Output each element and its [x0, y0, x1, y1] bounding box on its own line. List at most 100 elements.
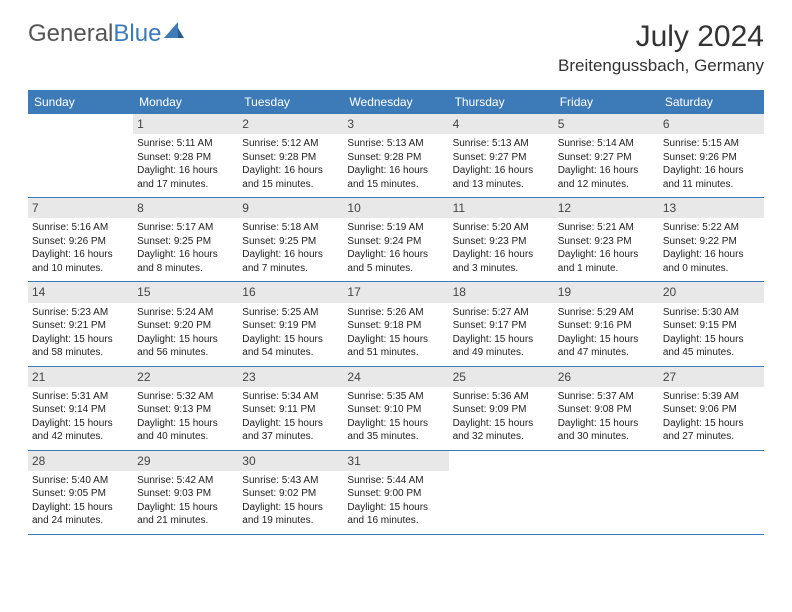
- day-number: 14: [28, 282, 133, 302]
- day-number: 30: [238, 451, 343, 471]
- day-cell: [659, 450, 764, 534]
- daylight-text: Daylight: 15 hours and 45 minutes.: [663, 333, 760, 360]
- day-cell: 21Sunrise: 5:31 AMSunset: 9:14 PMDayligh…: [28, 366, 133, 450]
- sunset-text: Sunset: 9:24 PM: [347, 235, 444, 249]
- week-row: 28Sunrise: 5:40 AMSunset: 9:05 PMDayligh…: [28, 450, 764, 534]
- calendar-page: GeneralBlue July 2024 Breitengussbach, G…: [0, 0, 792, 555]
- day-number: 21: [28, 367, 133, 387]
- day-cell: 12Sunrise: 5:21 AMSunset: 9:23 PMDayligh…: [554, 198, 659, 282]
- day-header: Thursday: [449, 90, 554, 114]
- sunset-text: Sunset: 9:28 PM: [242, 151, 339, 165]
- day-cell: 13Sunrise: 5:22 AMSunset: 9:22 PMDayligh…: [659, 198, 764, 282]
- sunset-text: Sunset: 9:28 PM: [347, 151, 444, 165]
- daylight-text: Daylight: 15 hours and 27 minutes.: [663, 417, 760, 444]
- sunrise-text: Sunrise: 5:16 AM: [32, 221, 129, 235]
- daylight-text: Daylight: 15 hours and 51 minutes.: [347, 333, 444, 360]
- daylight-text: Daylight: 16 hours and 12 minutes.: [558, 164, 655, 191]
- day-number: 28: [28, 451, 133, 471]
- day-cell: 6Sunrise: 5:15 AMSunset: 9:26 PMDaylight…: [659, 114, 764, 198]
- day-cell: 4Sunrise: 5:13 AMSunset: 9:27 PMDaylight…: [449, 114, 554, 198]
- sunrise-text: Sunrise: 5:17 AM: [137, 221, 234, 235]
- sunrise-text: Sunrise: 5:12 AM: [242, 137, 339, 151]
- week-row: 14Sunrise: 5:23 AMSunset: 9:21 PMDayligh…: [28, 282, 764, 366]
- daylight-text: Daylight: 16 hours and 0 minutes.: [663, 248, 760, 275]
- day-number: 27: [659, 367, 764, 387]
- day-cell: 27 Sunrise: 5:39 AMSunset: 9:06 PMDayligh…: [659, 366, 764, 450]
- daylight-text: Daylight: 16 hours and 11 minutes.: [663, 164, 760, 191]
- daylight-text: Daylight: 15 hours and 37 minutes.: [242, 417, 339, 444]
- title-block: July 2024 Breitengussbach, Germany: [558, 20, 764, 76]
- day-cell: 1Sunrise: 5:11 AMSunset: 9:28 PMDaylight…: [133, 114, 238, 198]
- day-number: 9: [238, 198, 343, 218]
- sunset-text: Sunset: 9:17 PM: [453, 319, 550, 333]
- day-number: 13: [659, 198, 764, 218]
- daylight-text: Daylight: 15 hours and 16 minutes.: [347, 501, 444, 528]
- sunrise-text: Sunrise: 5:20 AM: [453, 221, 550, 235]
- day-header: Tuesday: [238, 90, 343, 114]
- day-cell: 9Sunrise: 5:18 AMSunset: 9:25 PMDaylight…: [238, 198, 343, 282]
- week-row: 21Sunrise: 5:31 AMSunset: 9:14 PMDayligh…: [28, 366, 764, 450]
- day-cell: 19Sunrise: 5:29 AMSunset: 9:16 PMDayligh…: [554, 282, 659, 366]
- day-number: 25: [449, 367, 554, 387]
- daylight-text: Daylight: 16 hours and 15 minutes.: [347, 164, 444, 191]
- day-cell: [28, 114, 133, 198]
- sunset-text: Sunset: 9:21 PM: [32, 319, 129, 333]
- sunrise-text: Sunrise: 5:26 AM: [347, 306, 444, 320]
- sunset-text: Sunset: 9:26 PM: [32, 235, 129, 249]
- daylight-text: Daylight: 16 hours and 5 minutes.: [347, 248, 444, 275]
- day-cell: [449, 450, 554, 534]
- sunrise-text: Sunrise: 5:22 AM: [663, 221, 760, 235]
- day-cell: 30Sunrise: 5:43 AMSunset: 9:02 PMDayligh…: [238, 450, 343, 534]
- sunset-text: Sunset: 9:06 PM: [663, 403, 760, 417]
- daylight-text: Daylight: 15 hours and 32 minutes.: [453, 417, 550, 444]
- daylight-text: Daylight: 16 hours and 13 minutes.: [453, 164, 550, 191]
- logo-triangle-icon: [164, 22, 184, 38]
- daylight-text: Daylight: 16 hours and 3 minutes.: [453, 248, 550, 275]
- sunrise-text: Sunrise: 5:30 AM: [663, 306, 760, 320]
- day-number: 16: [238, 282, 343, 302]
- day-number: 2: [238, 114, 343, 134]
- sunrise-text: Sunrise: 5:40 AM: [32, 474, 129, 488]
- day-header: Friday: [554, 90, 659, 114]
- sunrise-text: Sunrise: 5:25 AM: [242, 306, 339, 320]
- day-cell: 7Sunrise: 5:16 AMSunset: 9:26 PMDaylight…: [28, 198, 133, 282]
- logo-word1: General: [28, 20, 113, 48]
- day-number: 22: [133, 367, 238, 387]
- day-number: 5: [554, 114, 659, 134]
- sunrise-text: Sunrise: 5:35 AM: [347, 390, 444, 404]
- day-cell: 2Sunrise: 5:12 AMSunset: 9:28 PMDaylight…: [238, 114, 343, 198]
- daylight-text: Daylight: 15 hours and 40 minutes.: [137, 417, 234, 444]
- daylight-text: Daylight: 15 hours and 24 minutes.: [32, 501, 129, 528]
- daylight-text: Daylight: 16 hours and 7 minutes.: [242, 248, 339, 275]
- week-row: 1Sunrise: 5:11 AMSunset: 9:28 PMDaylight…: [28, 114, 764, 198]
- sunset-text: Sunset: 9:26 PM: [663, 151, 760, 165]
- day-cell: 26Sunrise: 5:37 AMSunset: 9:08 PMDayligh…: [554, 366, 659, 450]
- day-number: 29: [133, 451, 238, 471]
- sunset-text: Sunset: 9:27 PM: [453, 151, 550, 165]
- sunset-text: Sunset: 9:23 PM: [558, 235, 655, 249]
- daylight-text: Daylight: 15 hours and 49 minutes.: [453, 333, 550, 360]
- sunrise-text: Sunrise: 5:39 AM: [663, 390, 760, 404]
- daylight-text: Daylight: 15 hours and 30 minutes.: [558, 417, 655, 444]
- day-cell: 8Sunrise: 5:17 AMSunset: 9:25 PMDaylight…: [133, 198, 238, 282]
- sunset-text: Sunset: 9:03 PM: [137, 487, 234, 501]
- day-cell: 22Sunrise: 5:32 AMSunset: 9:13 PMDayligh…: [133, 366, 238, 450]
- day-header: Saturday: [659, 90, 764, 114]
- day-number: 3: [343, 114, 448, 134]
- day-number: 12: [554, 198, 659, 218]
- sunset-text: Sunset: 9:09 PM: [453, 403, 550, 417]
- day-number: 24: [343, 367, 448, 387]
- sunrise-text: Sunrise: 5:27 AM: [453, 306, 550, 320]
- day-number: 11: [449, 198, 554, 218]
- page-header: GeneralBlue July 2024 Breitengussbach, G…: [28, 20, 764, 76]
- week-row: 7Sunrise: 5:16 AMSunset: 9:26 PMDaylight…: [28, 198, 764, 282]
- sunset-text: Sunset: 9:27 PM: [558, 151, 655, 165]
- day-number: 8: [133, 198, 238, 218]
- day-cell: 23Sunrise: 5:34 AMSunset: 9:11 PMDayligh…: [238, 366, 343, 450]
- sunset-text: Sunset: 9:10 PM: [347, 403, 444, 417]
- daylight-text: Daylight: 15 hours and 54 minutes.: [242, 333, 339, 360]
- day-number: 4: [449, 114, 554, 134]
- day-cell: [554, 450, 659, 534]
- daylight-text: Daylight: 15 hours and 19 minutes.: [242, 501, 339, 528]
- day-cell: 29Sunrise: 5:42 AMSunset: 9:03 PMDayligh…: [133, 450, 238, 534]
